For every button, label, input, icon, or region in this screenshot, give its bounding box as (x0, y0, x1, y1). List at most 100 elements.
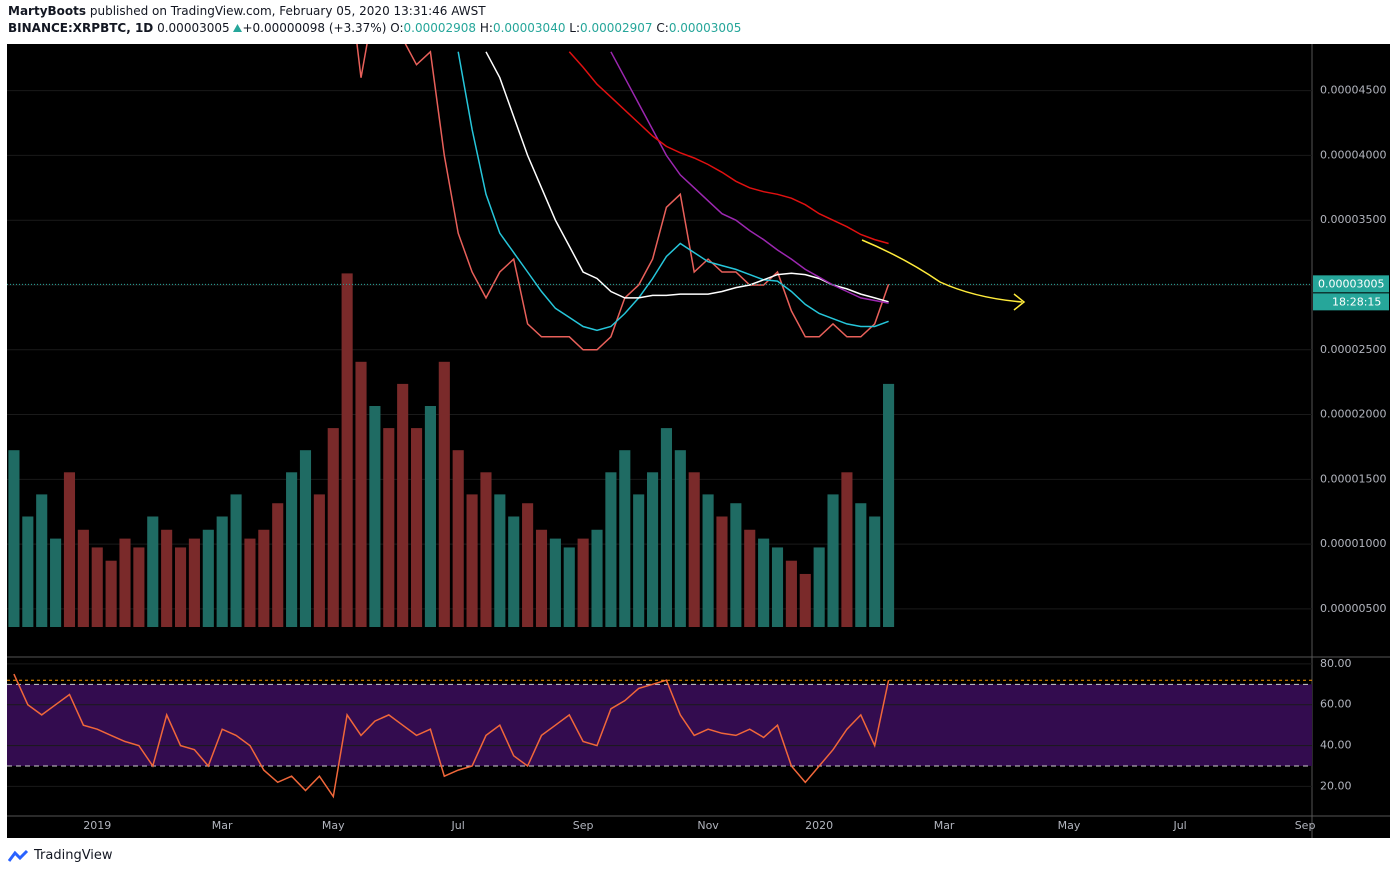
brand: TradingView (34, 848, 113, 863)
volume-bar (605, 472, 617, 627)
last: 0.00003005 (157, 21, 230, 35)
volume-bar (91, 547, 103, 627)
low: 0.00002907 (580, 21, 653, 35)
line (457, 51, 889, 332)
volume-bar (327, 428, 339, 627)
volume-bar (313, 494, 325, 627)
x-tick-label: Sep (1295, 819, 1316, 832)
volume-bar (494, 494, 506, 627)
volume-bar (452, 450, 464, 627)
y-tick-label: 0.00001000 (1320, 537, 1386, 550)
y-tick-label: 60.00 (1320, 698, 1352, 711)
volume-bar (438, 361, 450, 627)
volume-bar (480, 472, 492, 627)
arrow-head (1013, 293, 1026, 311)
c-label: C: (656, 21, 669, 35)
y-tick-label: 0.00002000 (1320, 408, 1386, 421)
volume-bar (397, 383, 409, 627)
volume-bar (522, 503, 534, 627)
volume-bar (77, 529, 89, 627)
x-tick-label: Nov (697, 819, 719, 832)
x-tick-label: Mar (934, 819, 955, 832)
x-tick-label: Mar (212, 819, 233, 832)
volume-bar (161, 529, 173, 627)
rsi-band (7, 684, 1312, 766)
x-tick-label: 2020 (805, 819, 833, 832)
x-tick-label: Jul (1172, 819, 1186, 832)
up-icon (233, 24, 243, 32)
last-price-label: 0.00003005 (1318, 277, 1384, 290)
volume-bar (647, 472, 659, 627)
x-tick-label: May (1058, 819, 1081, 832)
volume-bar (133, 547, 145, 627)
volume-bar (258, 529, 270, 627)
y-tick-label: 0.00003500 (1320, 213, 1386, 226)
user: MartyBoots (8, 4, 87, 18)
volume-bar (563, 547, 575, 627)
volume-bar (147, 516, 159, 627)
volume-bar (63, 472, 76, 627)
volume-bar (355, 361, 367, 627)
volume-bar (785, 560, 797, 627)
volume-bar (744, 529, 756, 627)
volume-bar (841, 472, 853, 627)
volume-bar (855, 503, 867, 627)
volume-bar (591, 529, 603, 627)
last-price-box (1313, 275, 1389, 293)
x-tick-label: Jul (451, 819, 465, 832)
volume-bar (702, 494, 714, 627)
o-label: O: (390, 21, 404, 35)
l-label: L: (569, 21, 581, 35)
volume-bar (230, 494, 242, 627)
volume-bar (299, 450, 312, 627)
arrow-line (861, 239, 1023, 303)
y-tick-label: 20.00 (1320, 779, 1352, 792)
volume-bar (813, 547, 825, 627)
axes: 0.00000500 0.00001000 0.00001500 0.00002000… (83, 84, 1389, 832)
volume-bar (202, 529, 214, 627)
y-tick-label: 0.00002500 (1320, 343, 1386, 356)
forecast-arrow (861, 239, 1026, 311)
volume-bar (758, 538, 770, 627)
high: 0.00003040 (492, 21, 566, 35)
header-line-1: MartyBoots published on TradingView.com,… (8, 4, 486, 18)
change: +0.00000098 (+3.37%) (242, 21, 387, 35)
volume-bar (883, 383, 895, 627)
chart: 0.00000500 0.00001000 0.00001500 0.00002000… (7, 44, 1390, 838)
line (485, 51, 889, 303)
published: published on TradingView.com, February 0… (89, 4, 486, 18)
volume-bar (105, 560, 117, 627)
volume-bar (424, 406, 436, 627)
rsi-pane (7, 663, 1312, 799)
volume-bar (466, 494, 478, 627)
volume-bar (341, 273, 353, 627)
volume-bar (827, 494, 839, 627)
volume-bar (174, 547, 187, 627)
countdown-box (1313, 293, 1389, 311)
volume-bar (383, 428, 395, 627)
volume-bar (36, 494, 48, 627)
close: 0.00003005 (668, 21, 742, 35)
volume-bar (535, 529, 548, 627)
header-line-2: BINANCE:XRPBTC, 1D 0.00003005 +0.0000009… (8, 21, 741, 35)
volume-bar (674, 450, 686, 627)
volume-bar (869, 516, 881, 627)
volume-bar (549, 538, 561, 627)
volume-bar (22, 516, 34, 627)
footer: TradingView (8, 848, 113, 863)
volume-bar (619, 450, 631, 627)
volume-bar (286, 472, 298, 627)
open: 0.00002908 (403, 21, 477, 35)
volume-bar (716, 516, 728, 627)
volume-bar (660, 428, 672, 627)
x-tick-label: May (322, 819, 345, 832)
y-tick-label: 80.00 (1320, 657, 1352, 670)
line (568, 51, 889, 245)
x-tick-label: 2019 (83, 819, 111, 832)
volume-bar (688, 472, 700, 627)
countdown: 18:28:15 (1332, 295, 1381, 308)
volume-bar (508, 516, 520, 627)
volume-bar (730, 503, 742, 627)
volume-bar (216, 516, 228, 627)
volume-bar (272, 503, 284, 627)
